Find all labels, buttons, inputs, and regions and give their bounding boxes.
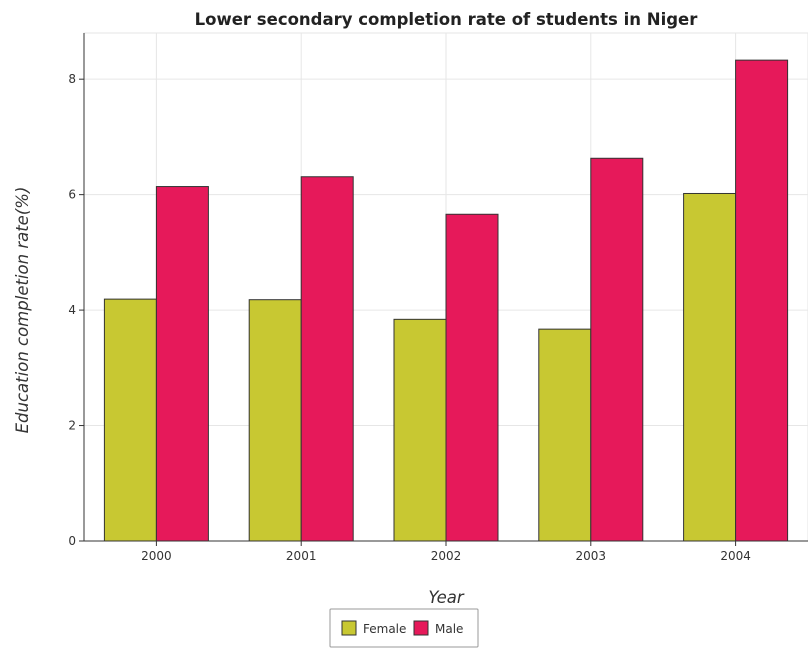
bar-female-2003: [538, 328, 592, 542]
axes: 0 2 4 6 8 2000 2001 2002 2003 2004: [68, 33, 808, 563]
legend-label-male: Male: [435, 622, 463, 636]
legend-swatch-male: [413, 620, 429, 636]
chart-title: Lower secondary completion rate of stude…: [195, 10, 699, 29]
x-tick-label: 2001: [286, 549, 317, 563]
bar-male-2003: [590, 157, 644, 542]
y-tick-label: 8: [68, 72, 76, 86]
y-axis-title: Education completion rate(%): [13, 187, 32, 434]
x-axis-title: Year: [428, 588, 465, 607]
legend-box: [329, 608, 479, 648]
x-tick-label: 2002: [431, 549, 462, 563]
x-tick-label: 2004: [720, 549, 751, 563]
bar-female-2000: [103, 298, 157, 542]
bar-female-2002: [393, 318, 447, 542]
bar-male-2004: [735, 59, 789, 542]
bar-female-2001: [248, 299, 302, 542]
bars: [103, 59, 789, 542]
bar-female-2004: [683, 192, 737, 542]
x-tick-label: 2000: [141, 549, 172, 563]
y-tick-label: 6: [68, 188, 76, 202]
y-tick-label: 2: [68, 419, 76, 433]
legend-label-female: Female: [363, 622, 406, 636]
bar-male-2002: [445, 213, 499, 542]
legend-swatch-female: [341, 620, 357, 636]
y-tick-label: 4: [68, 303, 76, 317]
bar-male-2001: [300, 176, 354, 542]
x-tick-label: 2003: [576, 549, 607, 563]
bar-male-2000: [155, 186, 209, 542]
y-tick-label: 0: [68, 534, 76, 548]
legend: Female Male: [329, 608, 479, 648]
